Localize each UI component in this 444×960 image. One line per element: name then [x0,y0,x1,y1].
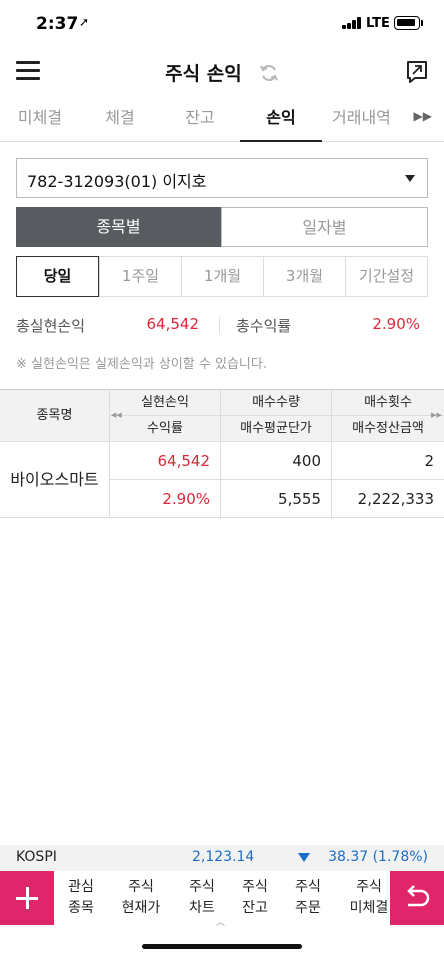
nav-order[interactable]: 주식 주문 [295,879,321,916]
row-buy-count: 2 [332,442,444,480]
page-title: 주식 손익 [165,63,242,85]
network-label: LTE [366,16,390,31]
scroll-right-icon[interactable]: ▶▶ [431,411,442,419]
app-header: 주식 손익 [0,48,444,96]
nav-watchlist[interactable]: 관심 종목 [68,879,94,916]
account-select[interactable]: 782-312093(01) 이지호 [16,158,428,198]
menu-icon[interactable] [16,61,40,81]
tab-bar: 미체결 체결 잔고 손익 거래내역 ▶▶ [0,96,444,142]
nav-pending[interactable]: 주식 미체결 [349,879,389,916]
period-month-button[interactable]: 1개월 [181,256,264,297]
notice-text: ※ 실현손익은 실제손익과 상이할 수 있습니다. [16,357,267,372]
status-time: 2:37 [36,14,79,34]
period-week-button[interactable]: 1주일 [99,256,182,297]
row-buy-qty: 400 [221,442,332,480]
index-value: 2,123.14 [192,849,255,865]
status-bar: 2:37 ➚ LTE [0,0,444,48]
row-buy-settle: 2,222,333 [332,480,444,518]
view-toggle: 종목별 일자별 [16,207,428,247]
divider [219,317,220,333]
chevron-up-icon[interactable]: ︿ [216,918,226,928]
bookmark-icon[interactable] [406,60,428,84]
return-label: 총수익률 [236,317,292,335]
location-icon: ➚ [79,15,90,29]
tab-history[interactable]: 거래내역 [332,108,391,127]
header-buy-avg: 매수평균단가 [221,416,332,442]
period-selector: 당일 1주일 1개월 3개월 기간설정 [16,256,428,297]
plus-button[interactable] [0,871,54,925]
header-buy-count: 매수횟수 [332,390,444,416]
caret-down-icon [405,175,415,182]
tab-executed[interactable]: 체결 [105,108,135,127]
header-return: 수익률 [110,416,221,442]
tab-profit[interactable]: 손익 [240,96,322,142]
index-change: 38.37 (1.78%) [328,849,428,865]
down-arrow-icon [298,853,310,862]
realized-value: 64,542 [146,315,200,333]
refresh-icon[interactable] [259,63,279,83]
row-stock-name[interactable]: 바이오스마트 [0,442,110,518]
chevron-right-icon: ▶▶ [413,109,432,123]
tab-scroll-arrow[interactable]: ▶▶ [408,96,444,141]
by-stock-button[interactable]: 종목별 [16,207,221,247]
nav-balance[interactable]: 주식 잔고 [242,879,268,916]
nav-chart[interactable]: 주식 차트 [189,879,215,916]
period-custom-button[interactable]: 기간설정 [345,256,428,297]
profit-table: 종목명 실현손익 매수수량 매수횟수 수익률 매수평균단가 매수정산금액 ◀◀ … [0,389,444,518]
tab-pending[interactable]: 미체결 [17,108,63,127]
row-buy-avg: 5,555 [221,480,332,518]
row-realized: 64,542 [110,442,221,480]
header-buy-qty: 매수수량 [221,390,332,416]
signal-icon [342,17,362,29]
row-return: 2.90% [110,480,221,518]
index-name: KOSPI [16,849,57,865]
account-value: 782-312093(01) 이지호 [27,172,207,191]
undo-icon [407,885,430,907]
period-3month-button[interactable]: 3개월 [263,256,346,297]
by-date-button[interactable]: 일자별 [221,207,428,247]
home-indicator[interactable] [142,944,302,949]
return-value: 2.90% [372,315,420,333]
index-ticker[interactable]: KOSPI 2,123.14 38.37 (1.78%) [0,845,444,871]
period-today-button[interactable]: 당일 [16,256,99,297]
bottom-nav: 관심 종목 주식 현재가 주식 차트 주식 잔고 주식 주문 주식 미체결 ︿ [0,871,444,928]
profit-summary: 총실현손익 64,542 총수익률 2.90% [0,315,444,335]
header-name: 종목명 [0,390,110,442]
back-button[interactable] [390,871,444,925]
header-buy-settle: 매수정산금액 [332,416,444,442]
scroll-left-icon[interactable]: ◀◀ [111,411,122,419]
battery-icon [394,16,420,30]
header-realized: 실현손익 [110,390,221,416]
tab-balance[interactable]: 잔고 [185,108,215,127]
nav-current-price[interactable]: 주식 현재가 [121,879,161,916]
realized-label: 총실현손익 [16,317,86,335]
